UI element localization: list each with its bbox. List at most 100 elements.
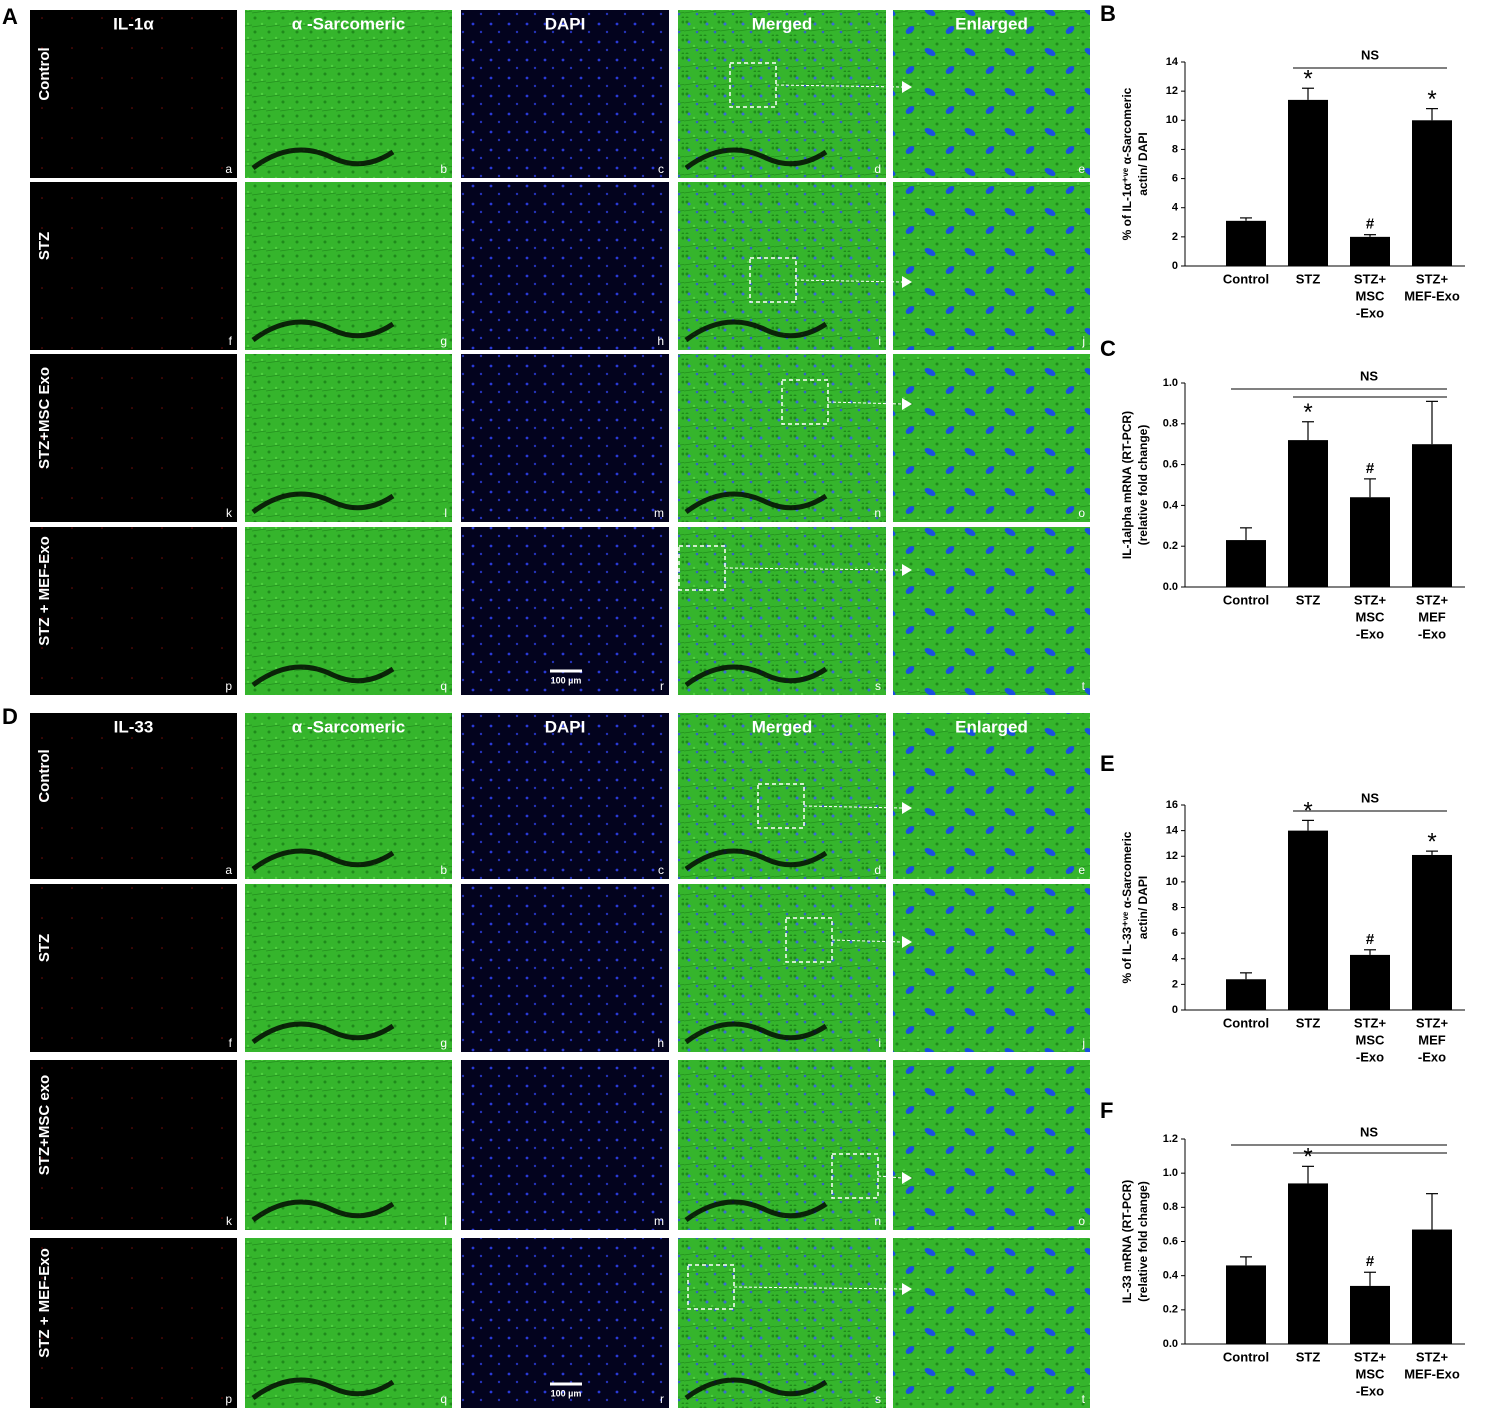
- tissue-gap: [684, 147, 828, 171]
- micrograph: [461, 182, 669, 350]
- panel-sub-letter: t: [1082, 1392, 1086, 1406]
- column-header: IL-33: [114, 717, 154, 736]
- micrograph: [245, 713, 452, 879]
- zoom-box: [749, 257, 797, 303]
- micrograph: [893, 354, 1090, 522]
- y-tick-label: 0.8: [1163, 1201, 1178, 1213]
- micrograph: [245, 527, 452, 695]
- x-tick-label: MEF: [1418, 1032, 1446, 1047]
- x-tick-label: STZ: [1296, 1015, 1321, 1030]
- tissue-gap: [251, 664, 395, 688]
- tissue-gap: [684, 1199, 828, 1223]
- x-tick-label: STZ: [1296, 592, 1321, 607]
- row-label: STZ + MEF-Exo: [36, 1248, 53, 1358]
- panel-sub-letter: k: [226, 506, 233, 520]
- panel-sub-letter: c: [658, 162, 664, 176]
- tissue-gap: [684, 664, 828, 688]
- bar: [1226, 1265, 1266, 1344]
- micrograph: [893, 884, 1090, 1052]
- y-tick-label: 1.0: [1163, 377, 1178, 389]
- panel-sub-letter: s: [875, 1392, 881, 1406]
- tissue-gap: [251, 1377, 395, 1401]
- panel-sub-letter: n: [874, 1214, 881, 1228]
- x-tick-label: MSC: [1356, 609, 1386, 624]
- bar: [1412, 120, 1452, 267]
- panel-sub-letter: b: [440, 162, 447, 176]
- zoom-box: [785, 917, 833, 963]
- panel-sub-letter: s: [875, 679, 881, 693]
- y-axis-label: actin/ DAPI: [1136, 132, 1150, 195]
- panel-sub-letter: a: [225, 162, 232, 176]
- zoom-box: [831, 1153, 879, 1199]
- y-axis-label: actin/ DAPI: [1136, 876, 1150, 939]
- row-label: STZ+MSC Exo: [36, 367, 53, 469]
- x-tick-label: STZ+: [1416, 1015, 1449, 1030]
- panel-sub-letter: j: [1081, 334, 1085, 348]
- column-header: α -Sarcomeric: [292, 717, 405, 736]
- micrograph: [893, 1060, 1090, 1230]
- panel-sub-letter: b: [440, 863, 447, 877]
- panel-sub-letter: c: [658, 863, 664, 877]
- column-header: Merged: [752, 14, 812, 33]
- y-tick-label: 1.0: [1163, 1167, 1178, 1179]
- micrograph: [30, 1238, 237, 1408]
- panel-sub-letter: a: [225, 863, 232, 877]
- zoom-arrowhead: [902, 276, 912, 288]
- significance-marker: *: [1427, 86, 1436, 113]
- micrograph: [461, 713, 669, 879]
- micrograph: [893, 182, 1090, 350]
- ns-label: NS: [1361, 790, 1379, 805]
- micrograph: [245, 1238, 452, 1408]
- significance-marker: *: [1427, 828, 1436, 855]
- x-tick-label: MEF: [1418, 609, 1446, 624]
- panel-sub-letter: e: [1078, 863, 1085, 877]
- micrograph: [461, 1060, 669, 1230]
- significance-marker: *: [1303, 1144, 1312, 1171]
- panel-sub-letter: f: [229, 1036, 233, 1050]
- significance-marker: *: [1303, 66, 1312, 93]
- tissue-gap: [251, 147, 395, 171]
- x-tick-label: -Exo: [1356, 305, 1384, 320]
- chart-letter: C: [1100, 336, 1116, 361]
- x-tick-label: MSC: [1356, 1032, 1386, 1047]
- zoom-arrow: [733, 1286, 903, 1290]
- tissue-gap: [251, 491, 395, 515]
- x-tick-label: STZ+: [1416, 271, 1449, 286]
- zoom-arrow: [803, 805, 903, 809]
- micrograph: [678, 182, 886, 350]
- panel-sub-letter: l: [444, 1214, 447, 1228]
- x-tick-label: MSC: [1356, 288, 1386, 303]
- zoom-arrowhead: [902, 398, 912, 410]
- panel-sub-letter: r: [660, 1392, 664, 1406]
- panel-sub-letter: i: [878, 1036, 881, 1050]
- bar: [1288, 99, 1328, 266]
- micrograph: [30, 1060, 237, 1230]
- y-tick-label: 0.4: [1163, 499, 1179, 511]
- x-tick-label: STZ: [1296, 1349, 1321, 1364]
- micrograph: [245, 884, 452, 1052]
- x-tick-label: STZ+: [1354, 1015, 1387, 1030]
- ns-label: NS: [1360, 368, 1378, 383]
- zoom-arrowhead: [902, 1283, 912, 1295]
- ns-label: NS: [1360, 1124, 1378, 1139]
- y-tick-label: 2: [1172, 231, 1178, 243]
- panel-sub-letter: m: [654, 506, 664, 520]
- x-tick-label: MSC: [1356, 1366, 1386, 1381]
- scale-bar-label: 100 µm: [551, 675, 582, 685]
- bar: [1350, 954, 1390, 1010]
- y-tick-label: 0: [1172, 260, 1178, 272]
- zoom-arrowhead: [902, 81, 912, 93]
- bar: [1350, 497, 1390, 587]
- y-tick-label: 6: [1172, 172, 1178, 184]
- x-tick-label: -Exo: [1356, 1383, 1384, 1398]
- tissue-gap: [251, 848, 395, 872]
- x-tick-label: Control: [1223, 1015, 1269, 1030]
- micrograph: [245, 182, 452, 350]
- panel-sub-letter: p: [225, 1392, 232, 1406]
- y-axis-label: (relative fold change): [1136, 1181, 1150, 1302]
- zoom-box: [687, 1264, 735, 1310]
- y-axis-label: (relative fold change): [1136, 425, 1150, 546]
- micrograph: [678, 10, 886, 178]
- micrograph: [893, 1238, 1090, 1408]
- panel-sub-letter: i: [878, 334, 881, 348]
